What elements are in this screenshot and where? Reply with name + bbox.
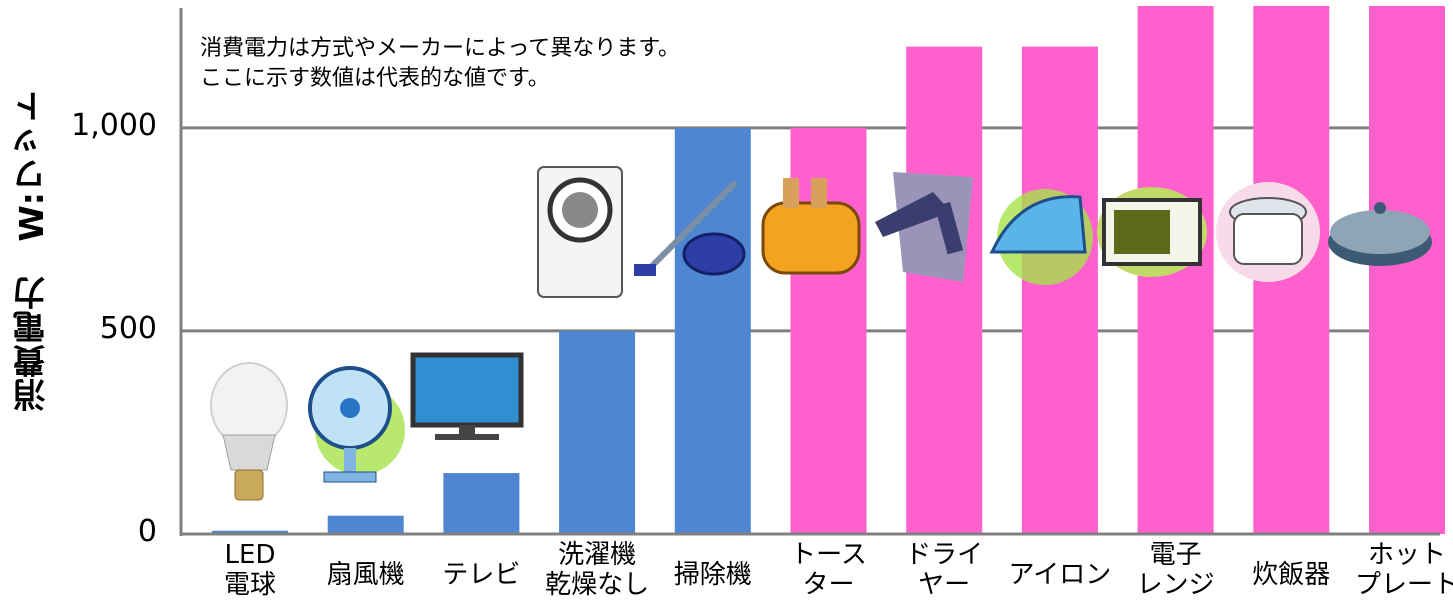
bar (790, 127, 867, 534)
bar (1369, 6, 1445, 534)
microwave-icon (1097, 187, 1207, 277)
note-line-2: ここに示す数値は代表的な値です。 (200, 66, 550, 91)
hot-plate-icon (1328, 202, 1432, 266)
electric-fan-icon (308, 366, 405, 483)
y-tick-label: 0 (137, 514, 157, 549)
bar (906, 46, 983, 534)
x-tick-label: 扇風機 (326, 560, 405, 590)
x-tick-label: 掃除機 (673, 560, 752, 590)
appliance-icons (210, 166, 1432, 501)
x-tick-label: LED 電球 (223, 540, 276, 600)
vacuum-cleaner-icon (634, 179, 746, 276)
television-icon (410, 352, 524, 440)
bar (674, 127, 751, 534)
rice-cooker-icon (1216, 182, 1320, 282)
x-tick-label: 炊飯器 (1252, 560, 1331, 590)
x-tick-label: テレビ (442, 560, 521, 590)
x-tick-label: ドライ ヤー (905, 540, 984, 600)
x-tick-label: トース ター (790, 540, 867, 600)
bar (443, 473, 520, 534)
iron-icon (989, 189, 1093, 285)
x-tick-label: 洗濯機 乾燥なし (545, 540, 650, 600)
hair-dryer-icon (875, 172, 973, 282)
y-tick-label: 1,000 (71, 107, 157, 143)
note-line-1: 消費電力は方式やメーカーによって異なります。 (200, 36, 681, 61)
x-tick-label: ホット プレート (1354, 540, 1453, 600)
bar (1021, 46, 1098, 534)
y-tick-label: 500 (99, 310, 157, 346)
x-tick-label: 電子 レンジ (1136, 540, 1215, 600)
bar (212, 530, 288, 534)
bars (212, 6, 1445, 534)
bar (327, 515, 404, 534)
washing-machine-icon (537, 166, 623, 298)
axes (179, 8, 1440, 536)
led-bulb-icon (210, 362, 288, 501)
x-tick-label: アイロン (1008, 560, 1112, 590)
bar (559, 330, 636, 534)
toaster-icon (761, 178, 861, 275)
